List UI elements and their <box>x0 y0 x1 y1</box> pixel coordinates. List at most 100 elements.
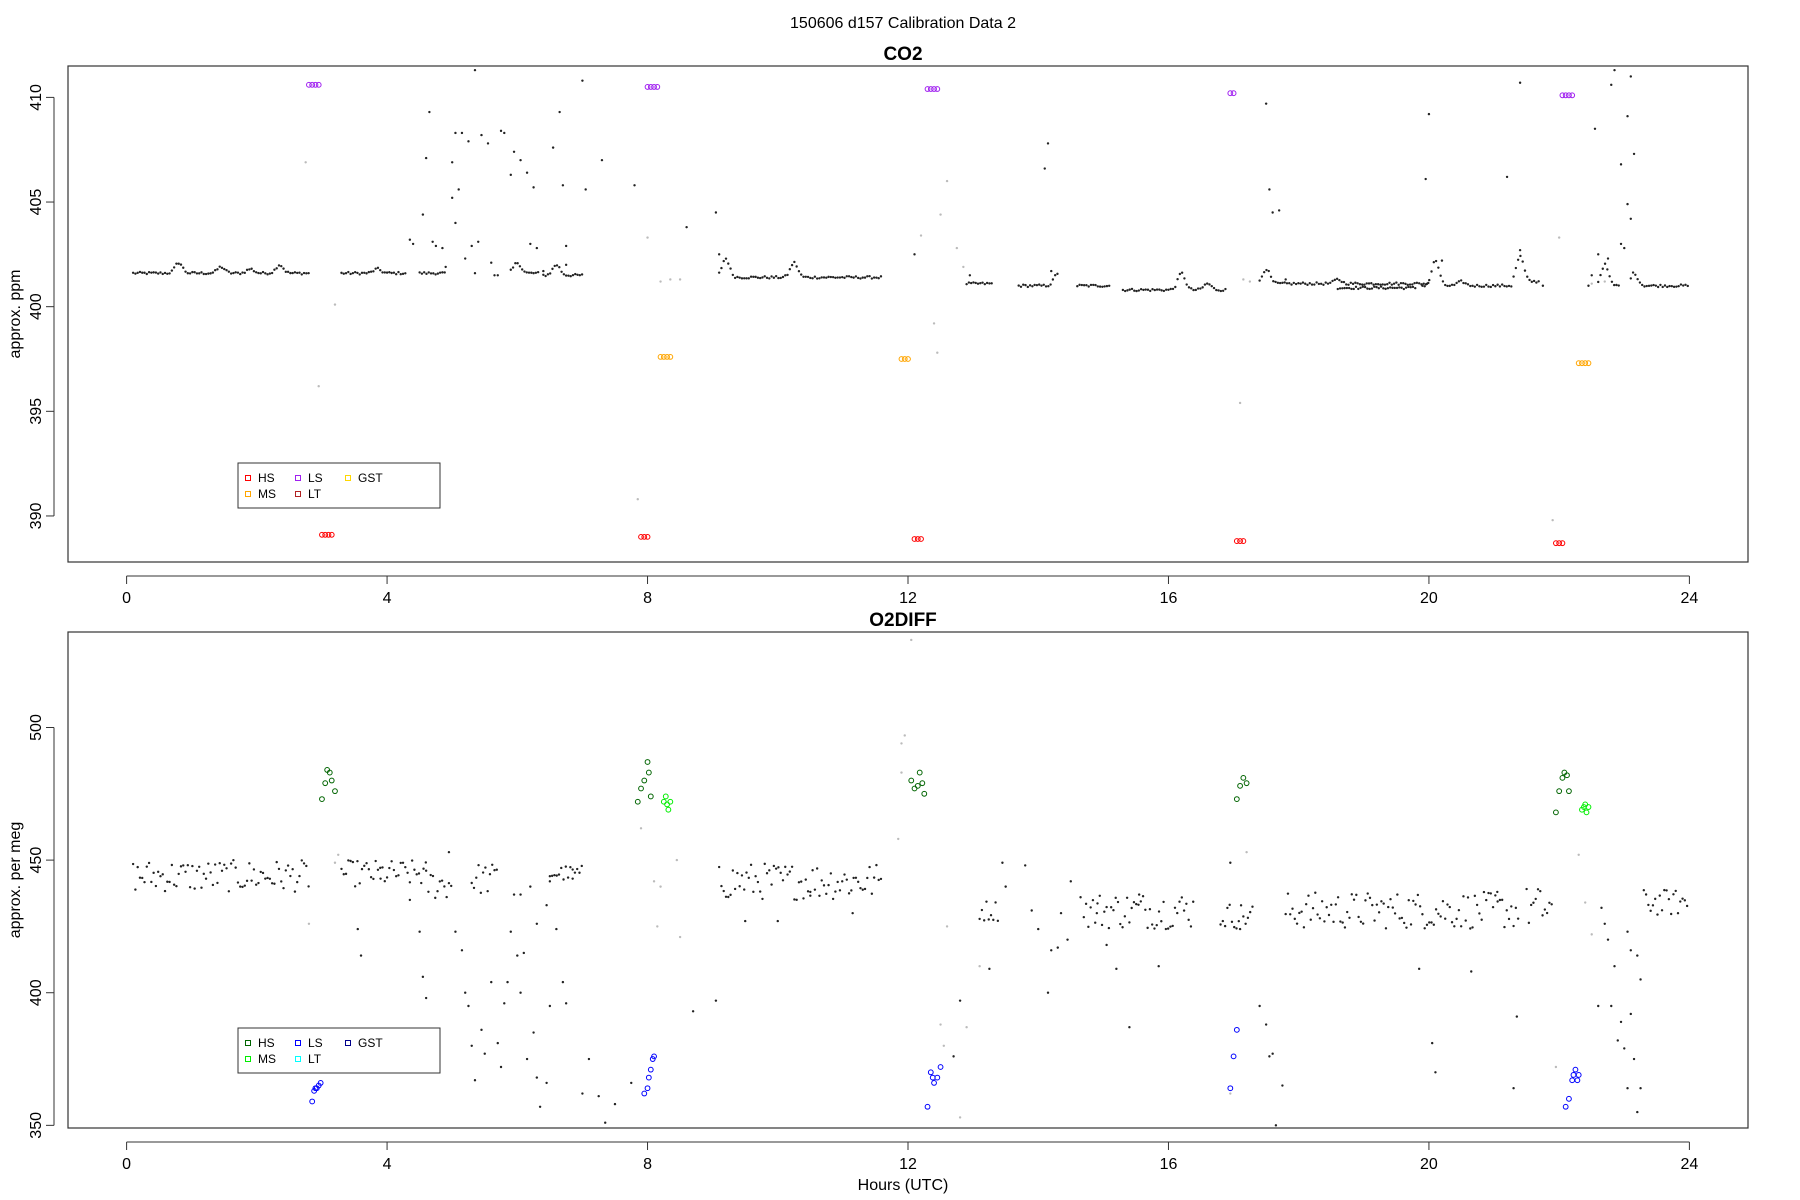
data-point <box>1313 283 1316 286</box>
x-axis-label: Hours (UTC) <box>858 1177 949 1194</box>
data-point <box>1505 909 1508 912</box>
data-point <box>1053 274 1057 277</box>
data-point <box>720 884 723 888</box>
data-point <box>1644 893 1648 896</box>
data-point <box>397 874 400 877</box>
data-point <box>1164 927 1168 931</box>
data-point <box>1475 903 1479 907</box>
data-point <box>1610 280 1614 283</box>
data-point <box>351 271 355 275</box>
y-tick-label: 390 <box>28 503 45 530</box>
data-point <box>604 1121 607 1124</box>
data-point <box>727 895 730 899</box>
data-point <box>1603 280 1606 283</box>
data-point <box>134 272 137 275</box>
data-point <box>1409 923 1413 926</box>
data-point <box>351 860 355 864</box>
data-point <box>450 196 454 200</box>
data-point <box>477 240 480 243</box>
data-point <box>987 918 990 921</box>
data-point <box>1219 289 1223 293</box>
data-point <box>1496 890 1499 894</box>
legend-label: LS <box>308 471 323 485</box>
panel-title: CO2 <box>883 44 922 65</box>
data-point <box>259 272 262 275</box>
data-point <box>638 533 644 540</box>
data-point <box>1276 281 1280 285</box>
data-point <box>736 275 739 279</box>
data-point <box>1640 283 1644 287</box>
data-point <box>795 898 798 902</box>
data-point <box>509 268 512 271</box>
x-tick-label: 0 <box>122 590 131 607</box>
data-point <box>790 263 794 267</box>
x-tick-label: 0 <box>122 1156 131 1173</box>
data-point <box>1158 288 1161 291</box>
data-point <box>1482 890 1486 894</box>
data-point <box>284 869 288 872</box>
data-point <box>467 140 470 143</box>
data-point <box>209 272 212 275</box>
data-point <box>576 273 579 276</box>
data-point <box>1603 922 1606 925</box>
data-point <box>1577 853 1580 857</box>
data-point <box>756 880 760 884</box>
data-point <box>919 234 923 237</box>
data-point <box>1411 285 1415 289</box>
data-point <box>1494 894 1497 897</box>
data-point <box>207 862 210 865</box>
data-point <box>781 275 785 279</box>
data-point <box>512 893 516 896</box>
data-point <box>415 873 418 876</box>
data-point <box>1019 285 1023 288</box>
data-point <box>581 79 584 82</box>
data-point <box>1505 285 1508 288</box>
data-point <box>639 827 643 830</box>
data-point <box>347 270 350 274</box>
data-point <box>1239 904 1243 907</box>
data-point <box>1606 257 1610 260</box>
data-point <box>532 1031 535 1034</box>
data-point <box>1462 281 1465 285</box>
data-point <box>722 259 725 263</box>
y-tick-label: 450 <box>28 847 45 874</box>
data-point <box>1399 281 1403 285</box>
data-point <box>1384 287 1387 291</box>
data-point <box>1125 896 1129 899</box>
data-point <box>388 866 391 870</box>
data-point <box>942 1044 946 1047</box>
data-point <box>633 184 636 187</box>
data-point <box>1248 910 1252 914</box>
data-point <box>1310 283 1314 286</box>
data-point <box>1171 287 1175 291</box>
data-point <box>836 880 839 884</box>
data-point <box>1290 283 1293 286</box>
data-point <box>445 895 448 899</box>
data-point <box>1512 275 1515 278</box>
data-point <box>1085 284 1088 287</box>
y-tick-label: 405 <box>28 189 45 216</box>
data-point <box>1599 273 1602 277</box>
data-point <box>990 282 993 285</box>
data-point <box>786 273 789 277</box>
data-point <box>432 272 435 275</box>
data-point <box>851 911 854 915</box>
data-point <box>714 999 718 1002</box>
data-point <box>159 875 162 878</box>
data-point <box>1375 903 1379 906</box>
data-point <box>1380 900 1383 903</box>
data-point <box>924 86 931 92</box>
data-point <box>1457 280 1461 283</box>
data-point <box>1453 283 1456 287</box>
data-point <box>264 877 267 880</box>
data-point <box>1323 920 1326 923</box>
data-point <box>1319 282 1323 285</box>
data-point <box>765 276 769 280</box>
data-point <box>488 872 492 876</box>
data-point <box>548 1004 552 1008</box>
data-point <box>1274 1124 1278 1127</box>
data-point <box>1446 903 1449 906</box>
data-point <box>752 890 755 894</box>
data-point <box>1317 282 1321 286</box>
data-point <box>1518 81 1522 84</box>
